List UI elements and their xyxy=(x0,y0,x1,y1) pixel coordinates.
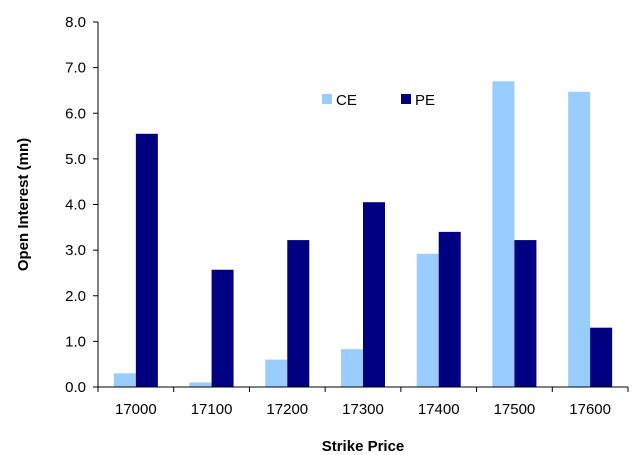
legend-label-pe: PE xyxy=(415,92,435,109)
y-tick-label: 8.0 xyxy=(65,14,86,31)
bar-pe-17000 xyxy=(135,133,158,387)
bar-pe-17100 xyxy=(211,269,234,387)
y-tick-label: 3.0 xyxy=(65,242,86,259)
x-axis-title: Strike Price xyxy=(322,438,405,455)
bar-ce-17200 xyxy=(265,359,288,387)
y-tick-label: 5.0 xyxy=(65,151,86,168)
bar-ce-17300 xyxy=(341,349,363,387)
bar-pe-17600 xyxy=(590,327,613,387)
y-tick-label: 0.0 xyxy=(65,379,86,396)
bar-pe-17200 xyxy=(287,240,310,387)
bar-ce-17500 xyxy=(492,81,515,387)
bar-pe-17500 xyxy=(514,240,537,387)
x-tick-label: 17600 xyxy=(569,401,611,418)
bar-ce-17400 xyxy=(416,253,439,387)
x-tick-label: 17100 xyxy=(191,401,233,418)
bar-ce-17000 xyxy=(113,373,136,387)
y-tick-label: 7.0 xyxy=(65,60,86,77)
bar-ce-17100 xyxy=(189,382,212,387)
x-tick-label: 17300 xyxy=(342,401,384,418)
legend: CE PE xyxy=(322,92,435,109)
bar-pe-17400 xyxy=(438,231,461,387)
y-tick-label: 1.0 xyxy=(65,333,86,350)
bar-pe-17300 xyxy=(363,202,385,387)
y-tick-label: 2.0 xyxy=(65,288,86,305)
legend-swatch-pe xyxy=(401,94,411,104)
x-axis-ticks: 17000 17100 17200 17300 17400 17500 17600 xyxy=(97,387,629,418)
y-axis-ticks: 0.0 1.0 2.0 3.0 4.0 5.0 6.0 7.0 8.0 xyxy=(65,14,98,396)
legend-label-ce: CE xyxy=(336,92,357,109)
x-tick-label: 17400 xyxy=(418,401,460,418)
x-tick-label: 17500 xyxy=(494,401,536,418)
y-tick-label: 6.0 xyxy=(65,105,86,122)
x-tick-label: 17000 xyxy=(115,401,157,418)
bars-layer xyxy=(113,81,613,388)
y-tick-label: 4.0 xyxy=(65,197,86,214)
legend-swatch-ce xyxy=(322,94,332,104)
y-axis-title: Open Interest (mn) xyxy=(15,138,32,271)
x-tick-label: 17200 xyxy=(266,401,308,418)
bar-ce-17600 xyxy=(568,91,591,388)
